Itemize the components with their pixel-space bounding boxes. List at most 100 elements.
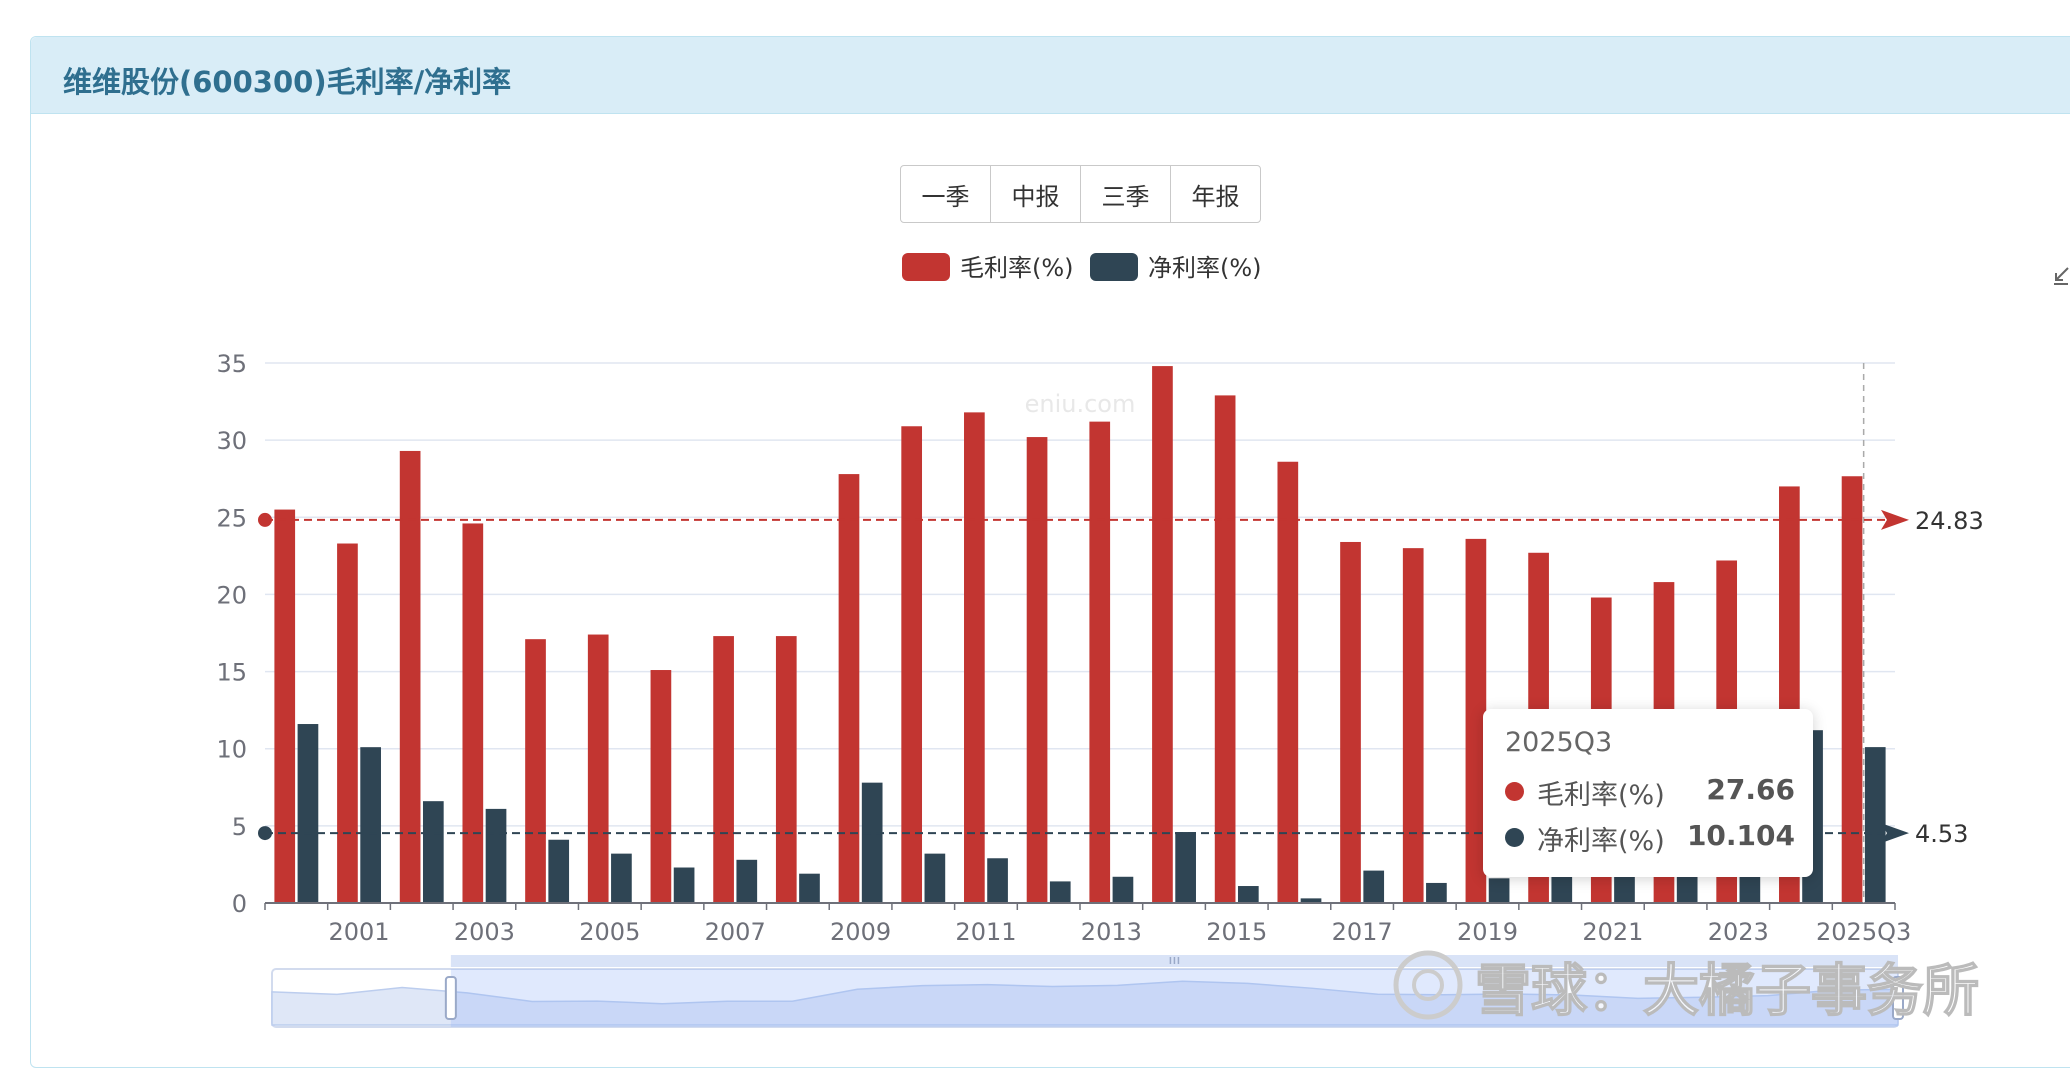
bar-net-margin [861, 782, 883, 903]
tooltip: 2025Q3 毛利率(%) 27.66 净利率(%) 10.104 [1483, 709, 1813, 877]
x-tick-label: 2019 [1457, 918, 1518, 946]
y-axis-labels: 0 5 10 15 20 25 30 35 [216, 350, 247, 918]
tooltip-value-gross: 27.66 [1706, 773, 1795, 806]
bar-gross-margin [1026, 437, 1048, 903]
bar-net-margin [673, 867, 695, 903]
bar-gross-margin [1340, 541, 1361, 903]
bar-gross-margin [525, 639, 546, 903]
x-tick-label: 2009 [830, 918, 891, 946]
x-tick-label: 2005 [579, 918, 640, 946]
period-selector: 一季 中报 三季 年报 [900, 165, 1261, 223]
average-line-end-arrow [1881, 509, 1909, 530]
average-line-start-dot [258, 512, 272, 527]
zoom-slider-selection [450, 969, 1898, 1027]
average-line-start-dot [258, 826, 272, 841]
bar-gross-margin [713, 636, 734, 903]
bar-net-margin [1426, 882, 1447, 903]
bar-gross-margin [901, 426, 923, 903]
tooltip-title: 2025Q3 [1505, 727, 1613, 758]
x-tick-label: 2003 [454, 918, 515, 946]
tooltip-dot-gross [1505, 782, 1524, 801]
y-tick-label: 35 [216, 350, 247, 378]
x-tick-label: 2013 [1081, 918, 1142, 946]
y-tick-label: 5 [232, 813, 247, 841]
bar-gross-margin [1465, 538, 1487, 903]
x-tick-label: 2023 [1708, 918, 1769, 946]
bar-net-margin [548, 839, 570, 903]
bar-net-margin [485, 808, 507, 903]
legend: 毛利率(%) 净利率(%) [902, 253, 1262, 282]
period-half-year-button[interactable]: 中报 [991, 166, 1081, 222]
x-axis: 2001 2003 2005 2007 2009 2011 2013 2015 2017 2019… [264, 902, 1911, 946]
bar-net-margin [1175, 832, 1196, 903]
bar-net-margin [1363, 870, 1385, 903]
bar-net-margin [1488, 878, 1510, 903]
center-watermark: eniu.com [1025, 390, 1136, 418]
bar-net-margin [799, 873, 820, 903]
bar-net-margin [1864, 747, 1886, 903]
bar-gross-margin [1402, 548, 1424, 903]
period-q3-button[interactable]: 三季 [1081, 166, 1171, 222]
bar-net-margin [1049, 881, 1071, 903]
period-q1-button[interactable]: 一季 [901, 166, 991, 222]
y-tick-label: 10 [216, 736, 247, 764]
bar-net-margin [1112, 876, 1134, 903]
bar-net-margin [1237, 886, 1259, 903]
xueqiu-logo-icon [1393, 950, 1463, 1020]
panel-title: 维维股份(600300)毛利率/净利率 [63, 65, 512, 99]
y-tick-label: 30 [216, 427, 247, 455]
average-line-end-arrow [1881, 823, 1909, 844]
tooltip-name-gross: 毛利率(%) [1537, 780, 1665, 811]
legend-swatch-gross[interactable] [902, 253, 950, 281]
tooltip-row-gross: 毛利率(%) 27.66 [1505, 771, 1795, 811]
y-tick-label: 25 [216, 504, 247, 532]
x-tick-label: 2017 [1332, 918, 1393, 946]
bar-gross-margin [274, 509, 296, 903]
x-tick-label: 2001 [328, 918, 389, 946]
bar-gross-margin [1089, 421, 1111, 903]
bar-net-margin [987, 858, 1008, 903]
bar-gross-margin [964, 412, 985, 903]
bar-gross-margin [650, 670, 672, 903]
bar-net-margin [924, 853, 946, 903]
bar-gross-margin [1841, 476, 1863, 903]
bar-net-margin [611, 853, 632, 903]
legend-swatch-net[interactable] [1090, 253, 1138, 281]
bar-gross-margin [1152, 366, 1173, 904]
bar-net-margin [422, 801, 444, 903]
tooltip-row-net: 净利率(%) 10.104 [1505, 817, 1795, 857]
x-tick-label: 2021 [1582, 918, 1643, 946]
average-line-label: 4.53 [1915, 820, 1968, 848]
x-tick-label: 2007 [705, 918, 766, 946]
tooltip-dot-net [1505, 828, 1524, 847]
bar-gross-margin [337, 543, 358, 903]
bar-gross-margin [838, 474, 860, 903]
panel-header: 维维股份(600300)毛利率/净利率 [31, 37, 2070, 114]
bar-gross-margin [587, 634, 609, 903]
y-tick-label: 20 [216, 581, 247, 609]
bar-gross-margin [1214, 395, 1236, 903]
average-line-label: 24.83 [1915, 507, 1984, 535]
bar-gross-margin [462, 523, 484, 903]
bar-net-margin [1300, 898, 1322, 903]
period-annual-button[interactable]: 年报 [1191, 182, 1240, 211]
bar-net-margin [736, 859, 758, 903]
legend-label-net[interactable]: 净利率(%) [1148, 254, 1262, 282]
bar-gross-margin [775, 636, 797, 903]
slider-handle-icon [444, 976, 457, 1020]
tooltip-value-net: 10.104 [1686, 819, 1795, 852]
y-tick-label: 0 [232, 890, 247, 918]
bar-gross-margin [399, 450, 421, 903]
tooltip-name-net: 净利率(%) [1537, 826, 1665, 857]
bar-gross-margin [1277, 461, 1299, 903]
zoom-slider[interactable] [271, 955, 1904, 1028]
legend-label-gross[interactable]: 毛利率(%) [960, 254, 1074, 282]
zoom-slider-preview-area [271, 980, 1899, 1026]
export-icon[interactable] [2052, 264, 2070, 288]
x-tick-label: 2011 [955, 918, 1016, 946]
y-tick-label: 15 [216, 659, 247, 687]
slider-handle-icon [1892, 976, 1904, 1020]
bar-net-margin [360, 747, 381, 903]
corner-watermark: 雪球：大橘子事务所 [1475, 959, 1979, 1024]
